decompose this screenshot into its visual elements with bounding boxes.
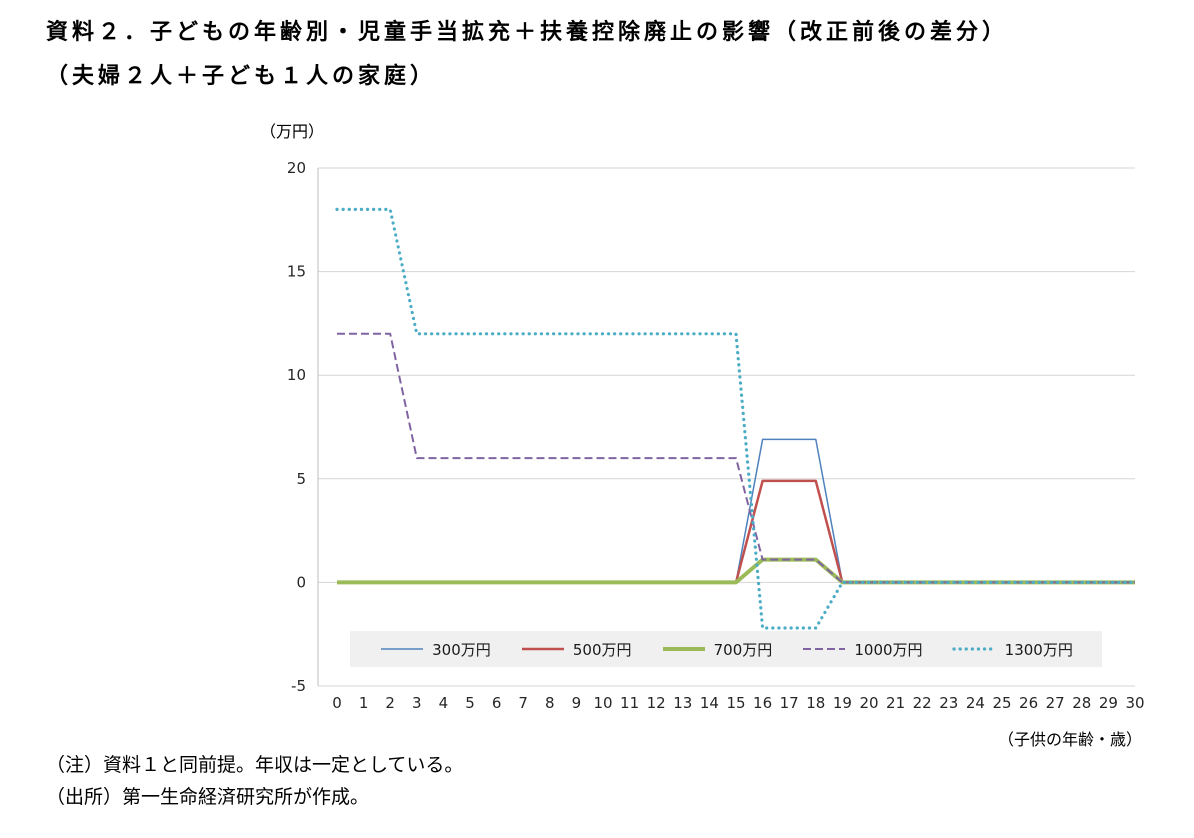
x-tick-label: 25	[992, 694, 1011, 712]
x-tick-label: 20	[859, 694, 878, 712]
x-tick-label: 10	[593, 694, 612, 712]
y-tick-label: 0	[296, 573, 306, 591]
note-source: （出所）第一生命経済研究所が作成。	[46, 786, 370, 808]
note-assumption: （注）資料１と同前提。年収は一定としている。	[46, 754, 464, 776]
legend-item-2: 700万円	[661, 639, 773, 660]
x-tick-label: 4	[439, 694, 449, 712]
legend-label: 500万円	[572, 640, 632, 659]
series-line-1	[337, 479, 1135, 584]
series-line-3	[337, 332, 1135, 584]
legend-item-0: 300万円	[379, 639, 491, 660]
legend-label: 700万円	[713, 640, 773, 659]
x-tick-label: 1	[359, 694, 369, 712]
x-tick-label: 30	[1125, 694, 1144, 712]
x-tick-label: 28	[1072, 694, 1091, 712]
legend-label: 1300万円	[1004, 640, 1073, 659]
legend-line-sample	[381, 648, 424, 650]
x-tick-label: 9	[572, 694, 582, 712]
legend-line-sample	[803, 648, 846, 650]
x-tick-label: 12	[647, 694, 666, 712]
chart-legend: 300万円 500万円 700万円 1000万円 1300万円	[350, 631, 1102, 667]
x-tick-label: 22	[913, 694, 932, 712]
x-tick-label: 23	[939, 694, 958, 712]
x-tick-label: 27	[1046, 694, 1065, 712]
x-tick-label: 18	[806, 694, 825, 712]
legend-line-sample	[662, 647, 705, 651]
chart-subtitle: （夫婦２人＋子ども１人の家庭）	[46, 64, 437, 89]
x-tick-label: 26	[1019, 694, 1038, 712]
y-tick-label: 15	[287, 263, 306, 281]
x-tick-label: 8	[545, 694, 555, 712]
legend-label: 300万円	[432, 640, 491, 659]
x-tick-label: 15	[726, 694, 745, 712]
y-tick-label: 20	[287, 159, 306, 177]
y-tick-label: -5	[291, 677, 306, 695]
y-tick-label: 5	[296, 470, 306, 488]
y-axis-unit-label: （万円）	[260, 122, 325, 141]
x-tick-label: 13	[673, 694, 692, 712]
legend-line-sample	[952, 647, 998, 651]
x-tick-label: 16	[753, 694, 772, 712]
x-tick-label: 19	[833, 694, 852, 712]
x-tick-label: 5	[465, 694, 475, 712]
x-tick-label: 6	[492, 694, 502, 712]
series-line-0	[337, 438, 1135, 584]
x-tick-label: 3	[412, 694, 422, 712]
x-tick-label: 17	[780, 694, 799, 712]
x-tick-label: 29	[1099, 694, 1118, 712]
legend-item-4: 1300万円	[952, 639, 1073, 660]
legend-item-1: 500万円	[520, 639, 632, 660]
x-tick-label: 0	[332, 694, 342, 712]
x-tick-label: 21	[886, 694, 905, 712]
legend-item-3: 1000万円	[801, 639, 923, 660]
x-tick-label: 7	[518, 694, 528, 712]
y-tick-label: 10	[287, 366, 306, 384]
series-line-4	[335, 207, 1137, 630]
x-tick-label: 14	[700, 694, 719, 712]
legend-line-sample	[521, 647, 564, 651]
x-axis-title: （子供の年齢・歳）	[997, 730, 1142, 749]
chart-title: 資料２．子どもの年齢別・児童手当拡充＋扶養控除廃止の影響（改正前後の差分）	[46, 20, 1009, 45]
x-tick-label: 11	[620, 694, 639, 712]
legend-label: 1000万円	[854, 640, 923, 659]
x-tick-label: 2	[385, 694, 395, 712]
x-tick-label: 24	[966, 694, 985, 712]
